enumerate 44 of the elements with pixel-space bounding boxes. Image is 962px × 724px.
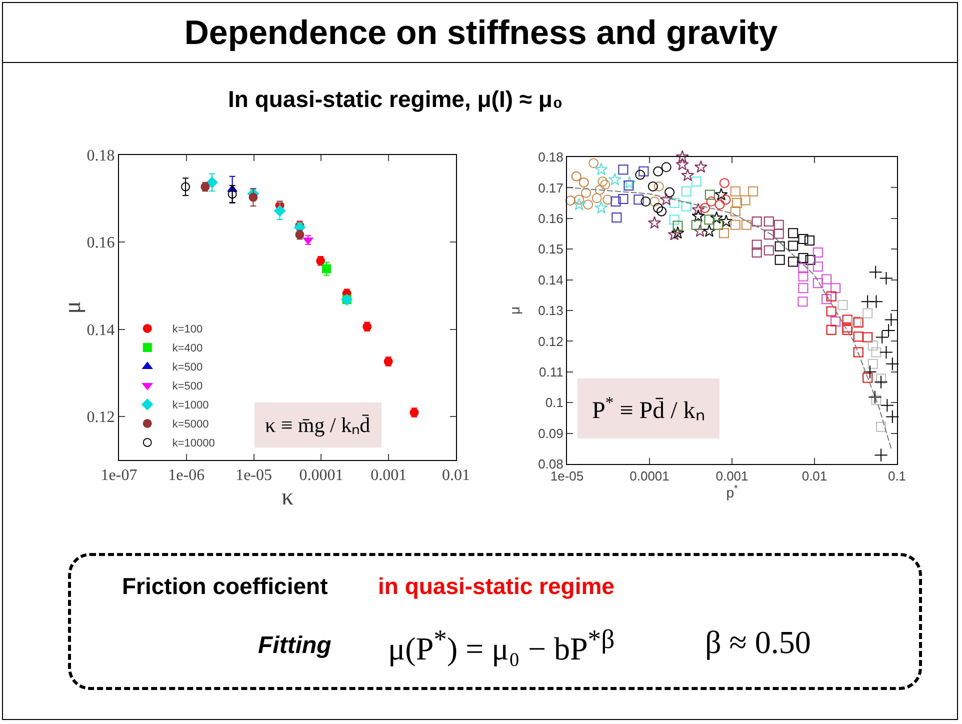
legend-label: k=400 [172,342,203,355]
legend-label: k=500 [172,380,203,393]
x-tick-label: 1e-07 [100,467,138,484]
x-tick-label: 0.0001 [630,468,670,484]
legend-label: k=1000 [172,400,209,412]
y-tick-label: 0.17 [538,180,564,196]
text: Fitting [258,632,332,660]
text: In quasi-static regime, μ(I) ≈ μ₀ [228,86,563,113]
y-tick-label: 0.14 [538,272,564,288]
x-tick-label: 0.01 [802,468,828,484]
y-tick-label: 0.14 [86,322,115,339]
x-tick-label: 0.01 [442,467,470,484]
text: Friction coefficient [122,573,328,600]
y-tick-label: 0.16 [86,234,115,252]
y-axis-title: μ [506,306,523,315]
x-tick-label: 0.001 [716,468,748,484]
x-axis-title: κ [281,484,294,510]
y-tick-label: 0.11 [539,364,564,380]
legend-label: k=100 [172,324,203,336]
y-tick-label: 0.18 [86,148,115,165]
y-tick-label: 0.15 [538,242,564,257]
y-tick-label: 0.16 [538,210,564,226]
y-tick-label: 0.12 [538,334,564,349]
text: μ(P$^{*}$) = μ₀ − bP$^{*β}$ [388,624,615,668]
x-tick-label: 0.0001 [299,467,344,484]
x-tick-label: 1e-05 [236,467,272,484]
y-tick-label: 0.12 [86,409,115,426]
annotation: P$^{*}$ ≡ Pd̄ / kₙ [592,393,706,424]
legend-label: k=5000 [172,418,209,431]
y-tick-label: 0.1 [545,395,564,410]
legend-label: k=10000 [172,438,215,450]
x-tick-label: 1e-06 [168,467,205,484]
x-axis-title: p$^{*}$ [726,484,738,500]
y-tick-label: 0.09 [538,426,564,441]
x-tick-label: 0.001 [370,467,407,484]
y-axis-title: μ [60,301,86,314]
text: β ≈ 0.50 [705,624,811,661]
legend-label: k=500 [172,362,203,374]
annotation: κ ≡ m̄g / kₙd̄ [265,413,371,437]
y-tick-label: 0.18 [538,150,564,165]
text: Dependence on stiffness and gravity [183,14,779,53]
x-tick-label: 0.1 [888,468,906,484]
text: in quasi-static regime [378,573,614,600]
y-tick-label: 0.13 [538,303,564,318]
